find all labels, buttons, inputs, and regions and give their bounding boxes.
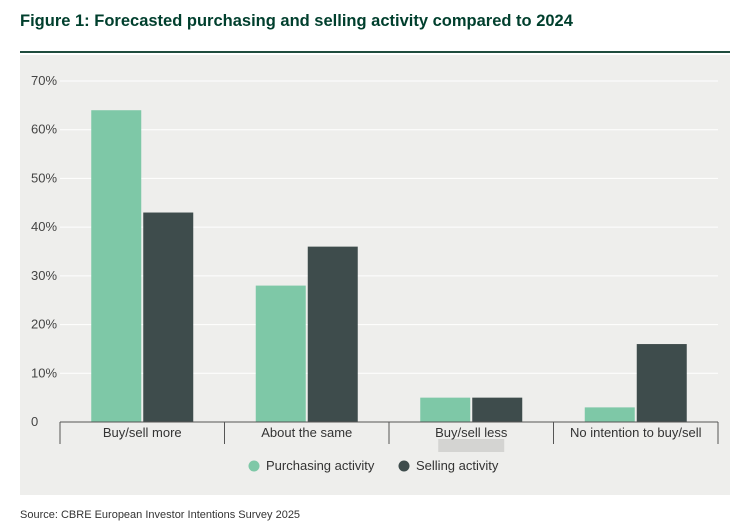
y-tick-label: 60%	[31, 122, 57, 137]
selling-bar	[143, 212, 194, 422]
category-label: About the same	[261, 425, 352, 440]
selling-bar	[636, 344, 687, 422]
purchasing-bar	[255, 285, 306, 422]
y-tick-label: 40%	[31, 219, 57, 234]
y-tick-label: 30%	[31, 268, 57, 283]
category-label: Buy/sell less	[435, 425, 508, 440]
y-tick-label: 0	[31, 414, 38, 429]
y-axis-ticks: 0 10% 20% 30% 40% 50% 60% 70%	[31, 73, 57, 429]
chart-panel: 0 10% 20% 30% 40% 50% 60% 70% Buy/sell more Abou…	[20, 55, 730, 495]
y-tick-label: 10%	[31, 365, 57, 380]
bar-chart: 0 10% 20% 30% 40% 50% 60% 70% Buy/sell more Abou…	[31, 73, 719, 473]
label-highlight	[438, 439, 505, 452]
legend-selling-marker	[398, 460, 410, 472]
bars	[91, 110, 687, 422]
legend-purchasing-marker	[248, 460, 260, 472]
category-labels: Buy/sell more About the same Buy/sell less…	[103, 425, 702, 452]
chart-title: Figure 1: Forecasted purchasing and sell…	[20, 12, 573, 30]
source-note: Source: CBRE European Investor Intention…	[20, 509, 301, 521]
purchasing-bar	[91, 110, 142, 422]
y-tick-label: 70%	[31, 73, 57, 88]
title-rule	[20, 51, 730, 53]
legend-purchasing-label: Purchasing activity	[266, 458, 375, 473]
selling-bar	[307, 246, 358, 422]
selling-bar	[472, 397, 523, 422]
x-axis	[59, 421, 719, 444]
y-tick-label: 20%	[31, 317, 57, 332]
y-tick-label: 50%	[31, 170, 57, 185]
category-label: No intention to buy/sell	[570, 425, 702, 440]
category-label: Buy/sell more	[103, 425, 182, 440]
legend: Purchasing activity Selling activity	[248, 458, 499, 473]
legend-selling-label: Selling activity	[416, 458, 499, 473]
purchasing-bar	[584, 407, 635, 422]
purchasing-bar	[420, 397, 471, 422]
